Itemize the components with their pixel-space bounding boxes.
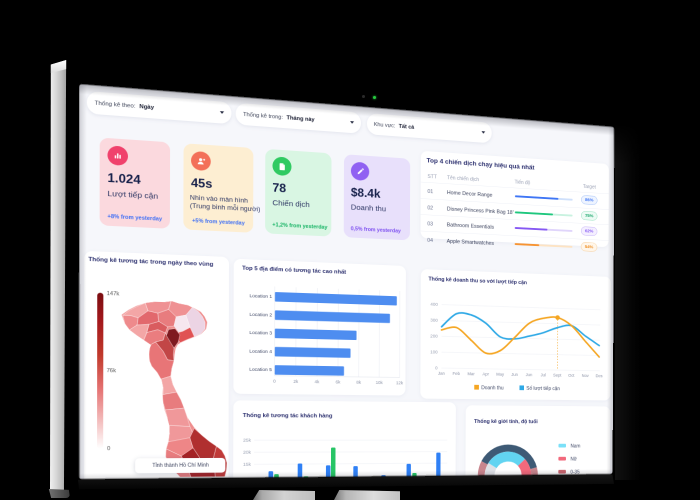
svg-text:8k: 8k: [356, 380, 361, 385]
svg-text:May: May: [496, 372, 504, 377]
svg-text:0: 0: [273, 379, 276, 384]
svg-text:4k: 4k: [315, 380, 320, 385]
svg-text:Mar: Mar: [467, 372, 475, 377]
svg-text:Jun: Jun: [511, 372, 518, 377]
svg-text:400: 400: [430, 302, 438, 307]
svg-text:100: 100: [430, 350, 438, 355]
svg-text:Oct: Oct: [568, 373, 575, 378]
svg-text:25k: 25k: [243, 438, 251, 443]
svg-text:Doanh thu: Doanh thu: [481, 386, 503, 391]
svg-text:0: 0: [435, 366, 438, 371]
svg-text:Location 3: Location 3: [249, 331, 272, 337]
svg-text:Nov: Nov: [582, 374, 589, 379]
svg-text:Feb: Feb: [453, 371, 461, 376]
svg-text:Nữ: Nữ: [570, 457, 577, 462]
svg-text:2k: 2k: [293, 379, 298, 384]
svg-text:Sept: Sept: [553, 373, 562, 378]
svg-text:Location 5: Location 5: [249, 367, 272, 373]
svg-text:Location 4: Location 4: [249, 349, 272, 355]
svg-text:Apr: Apr: [482, 372, 489, 377]
svg-text:Location 2: Location 2: [249, 312, 272, 318]
svg-text:Nam: Nam: [570, 444, 580, 449]
svg-text:Số lượt tiếp cận: Số lượt tiếp cận: [526, 386, 560, 392]
svg-text:10k: 10k: [376, 380, 384, 385]
svg-text:20k: 20k: [243, 450, 251, 455]
svg-text:0-35: 0-35: [570, 470, 579, 475]
svg-text:15k: 15k: [243, 462, 251, 468]
svg-text:6k: 6k: [336, 380, 341, 385]
svg-text:200: 200: [430, 334, 438, 339]
svg-text:300: 300: [430, 318, 438, 323]
svg-text:Jan: Jan: [438, 371, 445, 376]
svg-text:Des: Des: [596, 374, 603, 379]
svg-text:Jul: Jul: [541, 373, 546, 378]
svg-text:Jun: Jun: [526, 373, 533, 378]
svg-text:Location 1: Location 1: [249, 294, 272, 300]
svg-text:12k: 12k: [396, 381, 403, 386]
